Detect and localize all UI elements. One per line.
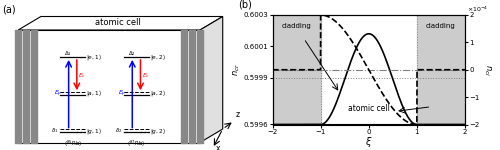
Bar	[417, 15, 465, 124]
Text: $E_c$: $E_c$	[78, 71, 86, 80]
Text: cladding: cladding	[426, 23, 456, 29]
Text: (a): (a)	[2, 4, 16, 15]
Text: $|a,1\rangle$: $|a,1\rangle$	[86, 88, 102, 98]
Text: z: z	[235, 110, 240, 119]
Text: atomic cell: atomic cell	[348, 104, 390, 113]
Text: $|g,2\rangle$: $|g,2\rangle$	[150, 126, 166, 135]
Text: $(^{85}$Rb): $(^{85}$Rb)	[64, 139, 82, 149]
Text: $|e,1\rangle$: $|e,1\rangle$	[86, 52, 102, 62]
Polygon shape	[18, 30, 200, 142]
Text: $|g,1\rangle$: $|g,1\rangle$	[86, 126, 102, 135]
Text: $E_p$: $E_p$	[54, 89, 63, 99]
Y-axis label: $n_{ci}$: $n_{ci}$	[482, 64, 493, 76]
Polygon shape	[18, 16, 223, 30]
Text: atomic cell: atomic cell	[95, 18, 141, 27]
Text: $E_p$: $E_p$	[118, 89, 126, 99]
Text: $\times10^{-4}$: $\times10^{-4}$	[467, 5, 488, 14]
Text: (b): (b)	[238, 0, 252, 9]
Text: $(^{87}$Rb): $(^{87}$Rb)	[128, 139, 146, 149]
Text: cladding: cladding	[282, 23, 312, 29]
Text: x: x	[216, 144, 220, 150]
Text: $\delta_2$: $\delta_2$	[115, 126, 122, 135]
Y-axis label: $n_{cr}$: $n_{cr}$	[232, 63, 242, 76]
Text: $\Delta_2$: $\Delta_2$	[128, 49, 136, 58]
Text: $|e,2\rangle$: $|e,2\rangle$	[150, 52, 166, 62]
Text: $\delta_1$: $\delta_1$	[52, 126, 59, 135]
Bar	[272, 15, 320, 124]
X-axis label: $\xi$: $\xi$	[365, 135, 372, 149]
Text: $E_c$: $E_c$	[142, 71, 150, 80]
Polygon shape	[200, 16, 222, 142]
Text: $\Delta_1$: $\Delta_1$	[64, 49, 72, 58]
Text: $|a,2\rangle$: $|a,2\rangle$	[150, 88, 166, 98]
